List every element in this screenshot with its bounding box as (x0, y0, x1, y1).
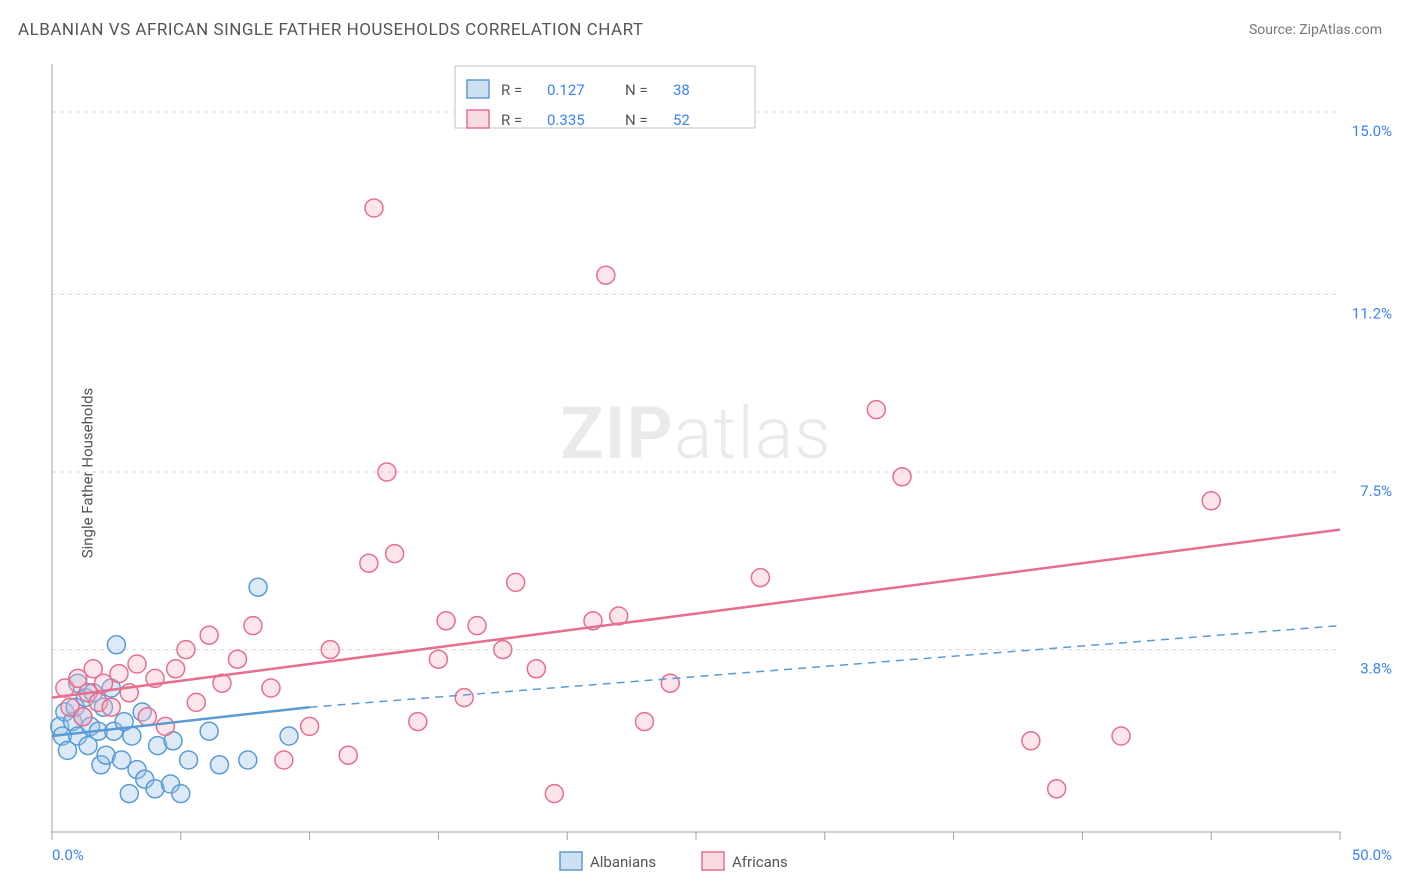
data-point (280, 727, 298, 745)
data-point (494, 641, 512, 659)
legend-n-value: 52 (673, 111, 690, 129)
data-point (228, 650, 246, 668)
y-tick-label: 3.8% (1360, 660, 1392, 678)
data-point (635, 713, 653, 731)
legend-r-label: R = (501, 111, 522, 129)
data-point (172, 785, 190, 803)
data-point (262, 679, 280, 697)
x-tick-label: 0.0% (52, 846, 84, 864)
data-point (177, 641, 195, 659)
data-point (74, 708, 92, 726)
data-point (867, 401, 885, 419)
stats-legend-box (455, 66, 755, 128)
data-point (249, 578, 267, 596)
data-point (210, 756, 228, 774)
data-point (156, 717, 174, 735)
x-tick-label: 50.0% (1352, 846, 1392, 864)
y-tick-label: 11.2% (1352, 304, 1392, 322)
y-tick-label: 7.5% (1360, 482, 1392, 500)
data-point (378, 463, 396, 481)
data-point (661, 674, 679, 692)
legend-series-label: Africans (732, 853, 788, 871)
data-point (167, 660, 185, 678)
legend-n-label: N = (625, 111, 648, 129)
data-point (1112, 727, 1130, 745)
legend-swatch (702, 852, 724, 870)
data-point (409, 713, 427, 731)
data-point (468, 617, 486, 635)
legend-r-value: 0.335 (547, 111, 585, 129)
chart-container: Single Father Households 3.8%7.5%11.2%15… (0, 54, 1406, 892)
legend-r-value: 0.127 (547, 81, 585, 99)
data-point (1048, 780, 1066, 798)
data-point (455, 689, 473, 707)
data-point (200, 626, 218, 644)
data-point (339, 746, 357, 764)
y-tick-label: 15.0% (1352, 122, 1392, 140)
data-point (128, 655, 146, 673)
data-point (239, 751, 257, 769)
data-point (365, 199, 383, 217)
data-point (200, 722, 218, 740)
legend-swatch (467, 80, 489, 98)
data-point (120, 785, 138, 803)
data-point (527, 660, 545, 678)
data-point (102, 698, 120, 716)
data-point (275, 751, 293, 769)
data-point (1022, 732, 1040, 750)
legend-swatch (467, 110, 489, 128)
legend-r-label: R = (501, 81, 522, 99)
data-point (123, 727, 141, 745)
source-attribution: Source: ZipAtlas.com (1249, 22, 1382, 38)
data-point (507, 573, 525, 591)
legend-n-label: N = (625, 81, 648, 99)
chart-title: ALBANIAN VS AFRICAN SINGLE FATHER HOUSEH… (18, 20, 644, 40)
legend-series-label: Albanians (590, 853, 656, 871)
data-point (429, 650, 447, 668)
data-point (437, 612, 455, 630)
data-point (1202, 492, 1220, 510)
data-point (107, 636, 125, 654)
data-point (110, 665, 128, 683)
data-point (321, 641, 339, 659)
data-point (138, 708, 156, 726)
data-point (751, 569, 769, 587)
data-point (386, 545, 404, 563)
data-point (244, 617, 262, 635)
data-point (360, 554, 378, 572)
trendline-africans (52, 530, 1340, 698)
watermark: ZIPatlas (560, 391, 832, 476)
data-point (187, 693, 205, 711)
data-point (180, 751, 198, 769)
legend-n-value: 38 (673, 81, 690, 99)
data-point (893, 468, 911, 486)
data-point (597, 266, 615, 284)
trendline-albanians-ext (310, 626, 1340, 708)
scatter-chart: 3.8% 7.5% 11.2% 15.0% ZIPatlas 0.0% 50.0% R = 0.… (0, 54, 1406, 892)
legend-swatch (560, 852, 582, 870)
data-point (545, 785, 563, 803)
data-point (301, 717, 319, 735)
